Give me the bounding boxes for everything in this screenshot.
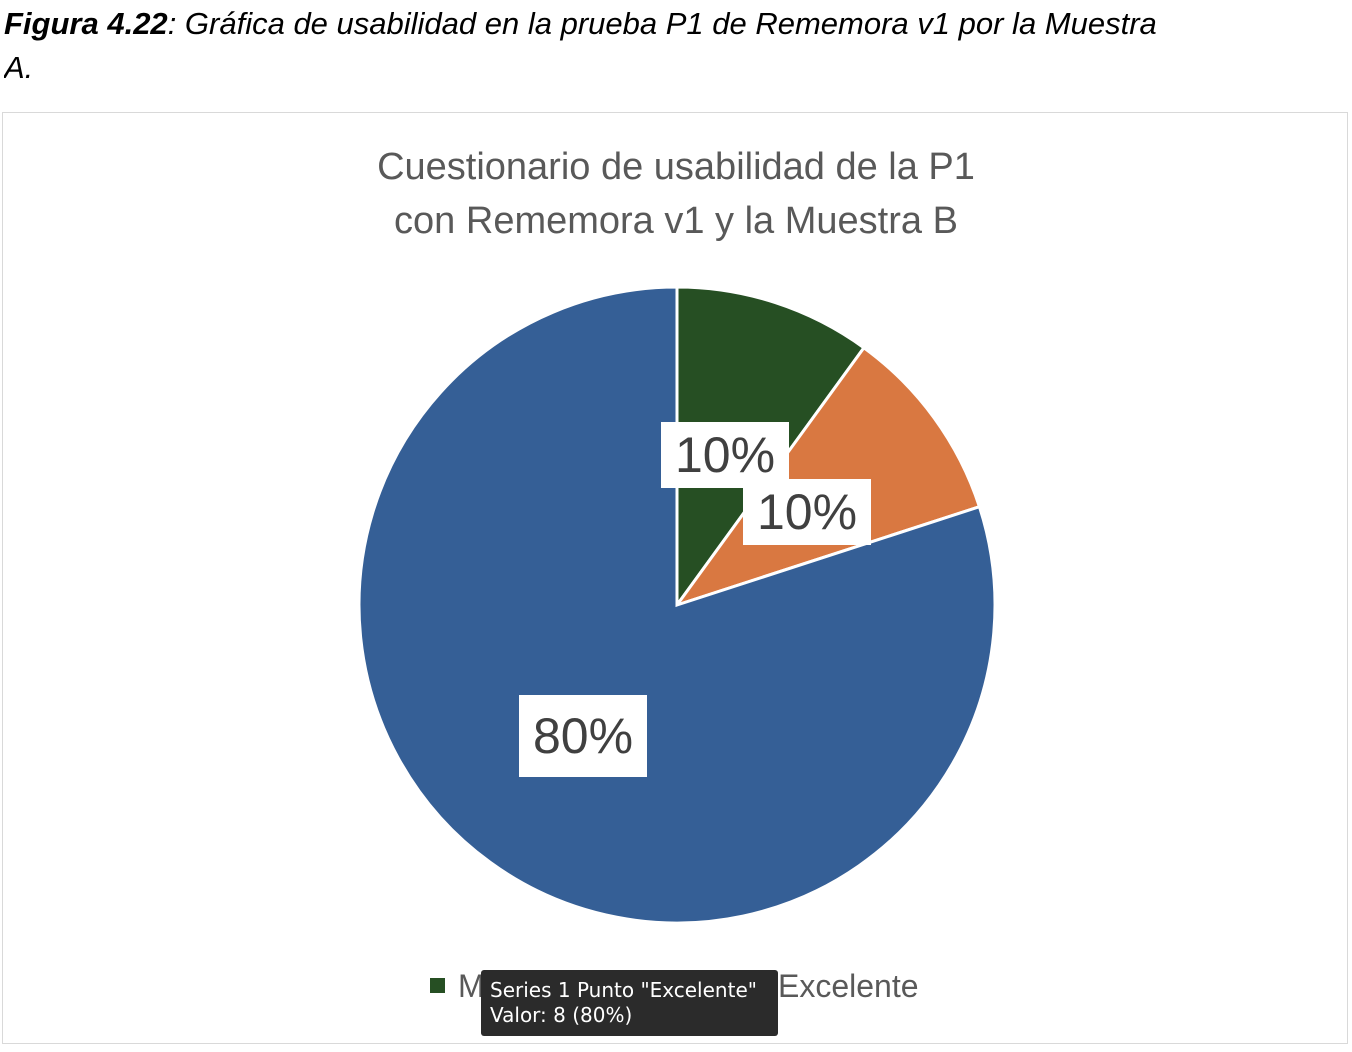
- chart-title-line-1: Cuestionario de usabilidad de la P1: [377, 146, 975, 188]
- data-label-3: 80%: [533, 708, 633, 764]
- tooltip-line-1: Series 1 Punto "Excelente": [490, 978, 757, 1002]
- tooltip-line-2: Valor: 8 (80%): [490, 1003, 633, 1027]
- caption-label: Figura 4.22: [4, 6, 168, 41]
- data-label-box-1: [661, 422, 789, 488]
- legend-label-excelente: Excelente: [778, 968, 919, 1004]
- data-label-1: 10%: [675, 427, 775, 483]
- caption-continuation: A.: [4, 50, 34, 85]
- data-label-box-2: [743, 479, 871, 545]
- data-label-box-3: [519, 695, 647, 777]
- pie-slice-3-excelente[interactable]: [357, 285, 997, 925]
- legend-swatch-m: [430, 978, 445, 994]
- data-point-tooltip: Series 1 Punto "Excelente" Valor: 8 (80%…: [481, 970, 778, 1036]
- chart-title-line-2: con Rememora v1 y la Muestra B: [394, 200, 958, 242]
- caption-text: : Gráfica de usabilidad en la prueba P1 …: [167, 6, 1157, 41]
- figure-caption: Figura 4.22: Gráfica de usabilidad en la…: [4, 2, 1352, 90]
- data-label-2: 10%: [757, 484, 857, 540]
- chart-title[interactable]: Cuestionario de usabilidad de la P1 con …: [0, 140, 1352, 248]
- legend-label-m: M: [458, 968, 485, 1004]
- chart-legend[interactable]: M Excelente: [430, 968, 919, 1005]
